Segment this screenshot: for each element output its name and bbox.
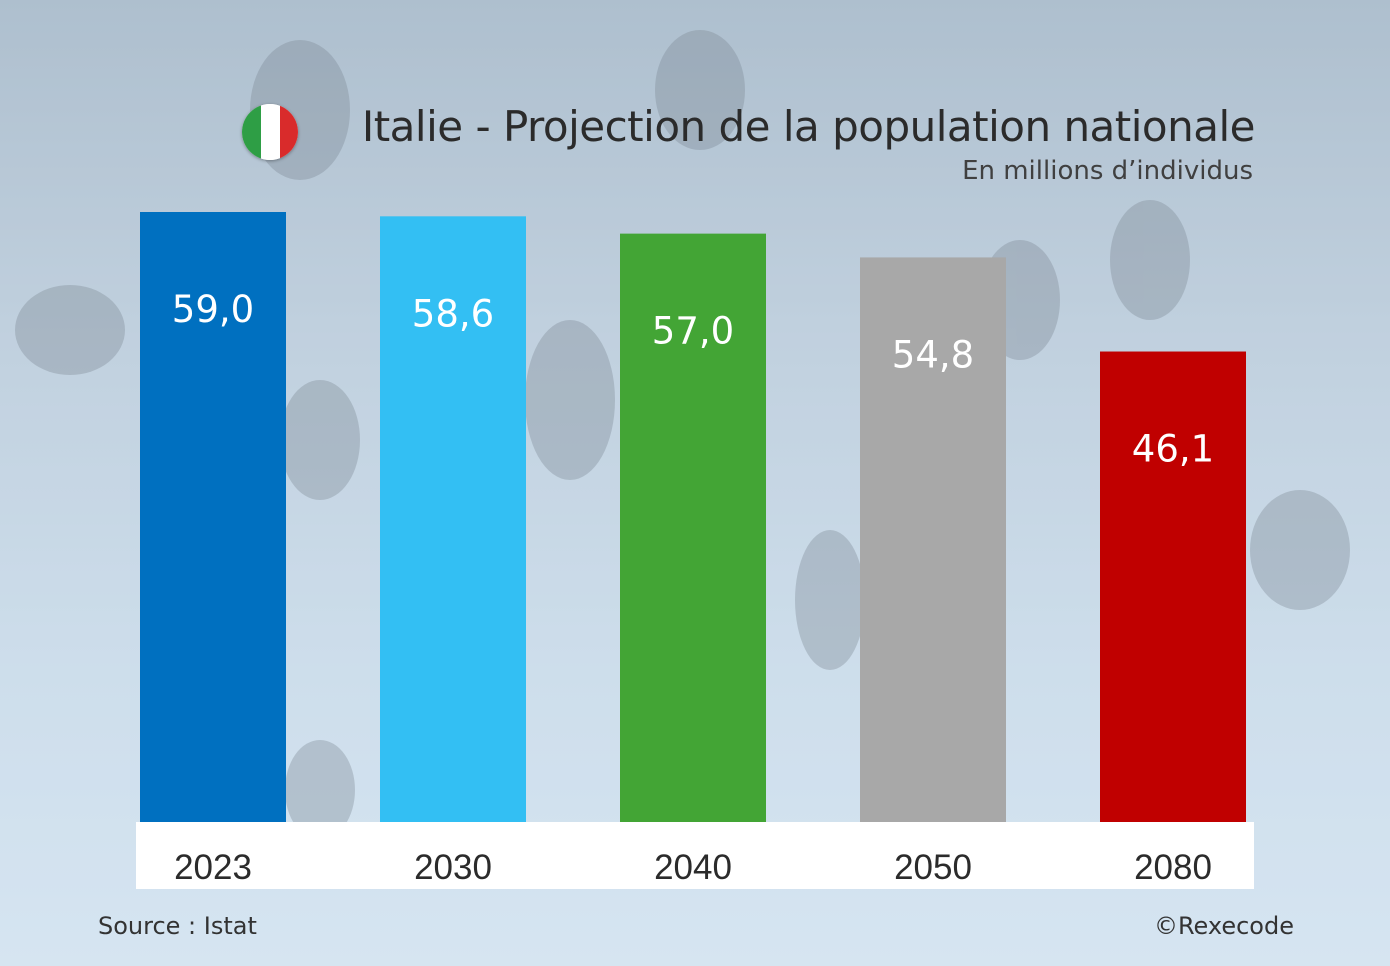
copyright-note: ©Rexecode: [1153, 912, 1294, 940]
source-note: Source : Istat: [98, 912, 257, 940]
flag-red-stripe: [280, 104, 298, 160]
bar-2023: [140, 212, 286, 822]
x-tick-label-2080: 2080: [1134, 848, 1212, 887]
x-axis-band: [136, 822, 1254, 889]
bar-2030: [380, 216, 526, 823]
chart-title: Italie - Projection de la population nat…: [361, 102, 1256, 151]
title-row: Italie - Projection de la population nat…: [240, 100, 1256, 164]
x-tick-label-2040: 2040: [654, 848, 732, 887]
bar-2040: [620, 233, 766, 822]
x-tick-label-2030: 2030: [414, 848, 492, 887]
flag-white-stripe: [261, 104, 280, 160]
x-tick-label-2023: 2023: [174, 848, 252, 887]
bar-2050: [860, 257, 1006, 822]
x-tick-label-2050: 2050: [894, 848, 972, 887]
data-label-2040: 57,0: [652, 310, 734, 353]
data-label-2050: 54,8: [892, 333, 974, 376]
italy-flag-icon: [242, 104, 298, 160]
bar-2080: [1100, 351, 1246, 822]
flag-green-stripe: [242, 104, 261, 160]
data-label-2030: 58,6: [412, 292, 494, 335]
chart-subtitle: En millions d’individus: [962, 156, 1253, 186]
data-label-2080: 46,1: [1132, 428, 1214, 471]
data-label-2023: 59,0: [172, 288, 254, 331]
